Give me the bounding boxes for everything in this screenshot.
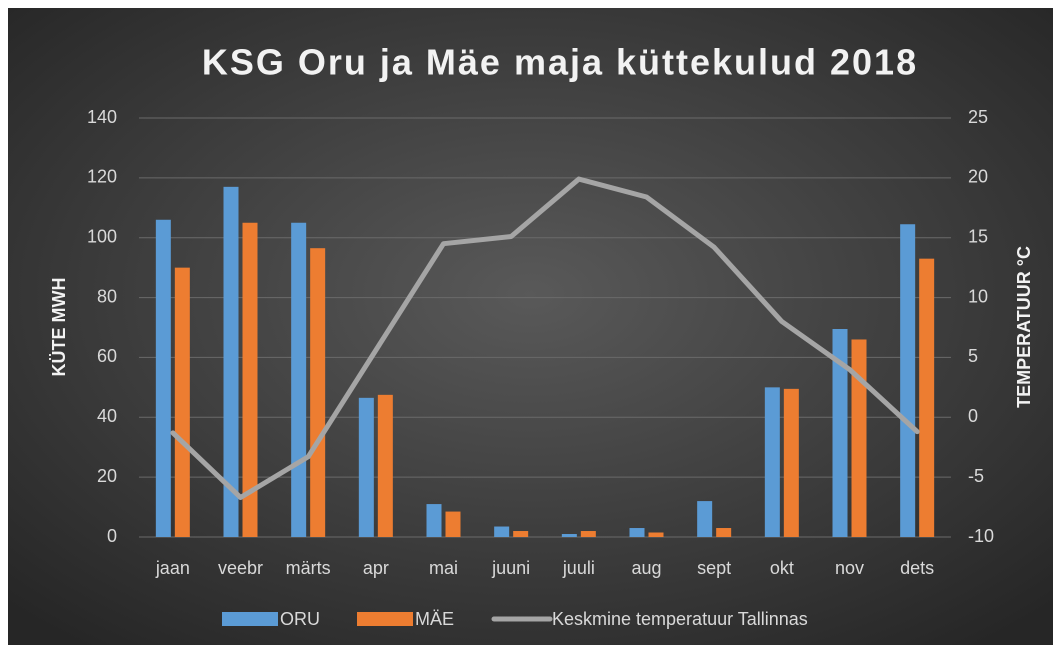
bar bbox=[445, 511, 461, 537]
bar bbox=[426, 504, 442, 537]
line bbox=[170, 176, 920, 500]
bar bbox=[580, 531, 596, 537]
legend-label: ORU bbox=[280, 609, 320, 629]
legend-label: MÄE bbox=[415, 609, 454, 629]
y-tick-label: 60 bbox=[97, 346, 117, 366]
x-tick-label: dets bbox=[900, 558, 934, 578]
bar bbox=[629, 528, 645, 537]
bar bbox=[900, 224, 916, 537]
bar bbox=[291, 222, 307, 537]
y2-tick-label: 25 bbox=[968, 107, 988, 127]
bar bbox=[358, 397, 374, 537]
legend-swatch bbox=[357, 612, 413, 626]
x-tick-label: juuni bbox=[491, 558, 530, 578]
bar bbox=[716, 528, 732, 537]
legend-swatch bbox=[222, 612, 278, 626]
bar bbox=[242, 222, 258, 537]
y2-axis-label: TEMPERATUUR °C bbox=[1014, 246, 1034, 408]
y-tick-label: 20 bbox=[97, 466, 117, 486]
bar bbox=[310, 248, 326, 538]
bar bbox=[513, 531, 529, 537]
bar bbox=[697, 501, 713, 537]
y2-tick-label: -10 bbox=[968, 526, 994, 546]
y-tick-label: 120 bbox=[87, 167, 117, 187]
y2-tick-label: -5 bbox=[968, 466, 984, 486]
x-tick-label: aug bbox=[631, 558, 661, 578]
bar bbox=[223, 186, 239, 538]
bar bbox=[783, 388, 799, 537]
bar bbox=[155, 219, 171, 537]
y-tick-label: 100 bbox=[87, 226, 117, 246]
y-tick-label: 80 bbox=[97, 286, 117, 306]
x-tick-label: jaan bbox=[155, 558, 190, 578]
y-axis-label: KÜTE MWH bbox=[49, 278, 69, 377]
bar bbox=[851, 339, 867, 537]
x-tick-label: nov bbox=[835, 558, 864, 578]
y-tick-label: 140 bbox=[87, 107, 117, 127]
y2-tick-label: 5 bbox=[968, 346, 978, 366]
x-tick-label: veebr bbox=[218, 558, 263, 578]
y2-tick-label: 10 bbox=[968, 286, 988, 306]
bar bbox=[832, 328, 848, 537]
bar bbox=[919, 258, 935, 537]
x-tick-label: okt bbox=[770, 558, 794, 578]
bar bbox=[561, 534, 577, 537]
x-tick-label: mai bbox=[429, 558, 458, 578]
y-tick-label: 40 bbox=[97, 406, 117, 426]
y2-tick-label: 0 bbox=[968, 406, 978, 426]
x-tick-label: sept bbox=[697, 558, 731, 578]
bar bbox=[174, 267, 190, 537]
x-tick-label: märts bbox=[286, 558, 331, 578]
bar bbox=[494, 526, 510, 537]
y2-tick-label: 20 bbox=[968, 167, 988, 187]
x-tick-label: juuli bbox=[562, 558, 595, 578]
y2-tick-label: 15 bbox=[968, 226, 988, 246]
chart-title: KSG Oru ja Mäe maja küttekulud 2018 bbox=[202, 42, 918, 83]
bar bbox=[764, 387, 780, 537]
legend-label: Keskmine temperatuur Tallinnas bbox=[552, 609, 808, 629]
bar bbox=[648, 532, 664, 537]
y-tick-label: 0 bbox=[107, 526, 117, 546]
x-tick-label: apr bbox=[363, 558, 389, 578]
bar bbox=[377, 394, 393, 537]
